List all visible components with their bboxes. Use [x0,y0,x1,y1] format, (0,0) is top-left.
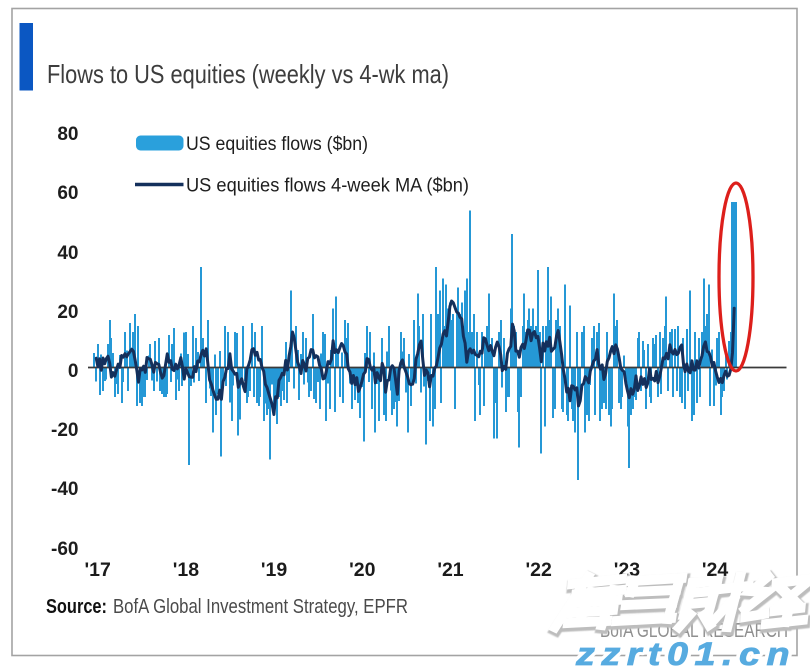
svg-text:Flows to US equities (weekly v: Flows to US equities (weekly vs 4-wk ma) [47,59,449,89]
svg-text:US equities flows ($bn): US equities flows ($bn) [186,134,368,155]
svg-text:BofA Global Investment Strateg: BofA Global Investment Strategy, EPFR [113,595,408,618]
svg-text:'22: '22 [526,559,552,581]
svg-text:20: 20 [57,302,78,323]
svg-text:'19: '19 [261,559,287,581]
svg-text:'20: '20 [349,559,375,581]
svg-text:US equities flows 4-week MA ($: US equities flows 4-week MA ($bn) [186,176,469,197]
svg-text:'24: '24 [702,559,728,581]
svg-text:'18: '18 [173,559,199,581]
svg-text:-60: -60 [51,539,78,560]
svg-text:-40: -40 [51,479,78,500]
svg-text:80: 80 [57,124,78,145]
svg-text:'17: '17 [85,559,111,581]
svg-text:zzrt01.cn: zzrt01.cn [575,636,796,671]
svg-text:zzrt01.cn: zzrt01.cn [575,636,796,671]
svg-text:0: 0 [68,361,79,382]
svg-text:'21: '21 [437,559,463,581]
svg-text:Source:: Source: [46,595,107,618]
svg-text:-20: -20 [51,420,78,441]
svg-text:40: 40 [57,243,78,264]
svg-text:60: 60 [57,183,78,204]
